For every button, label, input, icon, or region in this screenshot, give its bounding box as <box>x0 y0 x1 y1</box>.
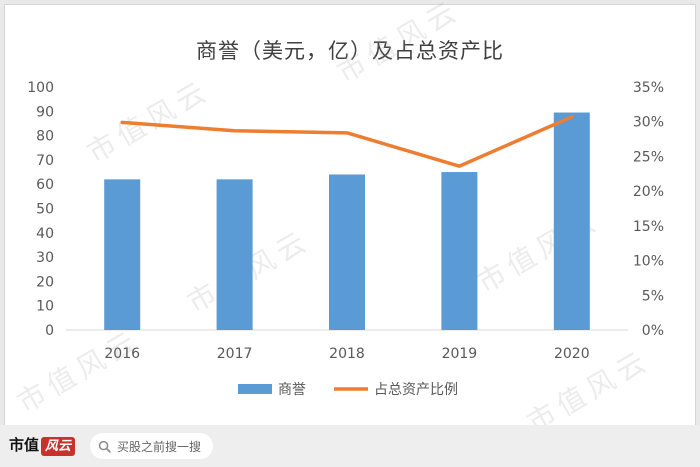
y-left-tick-label: 80 <box>36 129 54 145</box>
y-left-tick-label: 20 <box>36 274 54 290</box>
y-right-tick-label: 5% <box>642 288 664 304</box>
y-right-tick-label: 30% <box>633 115 664 131</box>
brand-mark: 风云 <box>41 437 76 456</box>
brand-text: 市值 <box>9 436 40 454</box>
x-tick-label: 2017 <box>217 346 253 362</box>
y-left-tick-label: 100 <box>27 80 54 96</box>
bar-goodwill <box>329 174 365 330</box>
y-left-tick-label: 30 <box>36 250 54 266</box>
x-tick-label: 2018 <box>329 346 365 362</box>
y-left-tick-label: 0 <box>45 323 54 339</box>
bar-goodwill <box>104 179 141 330</box>
chart-title: 商誉（美元，亿）及占总资产比 <box>196 39 504 63</box>
y-left-tick-label: 10 <box>36 299 54 315</box>
y-left-tick-label: 90 <box>36 104 54 120</box>
x-tick-label: 2019 <box>442 346 478 362</box>
legend-label-ratio: 占总资产比例 <box>374 382 458 398</box>
y-right-tick-label: 35% <box>633 80 664 96</box>
brand-logo: 市值 风云 <box>9 434 76 456</box>
y-left-tick-label: 70 <box>36 153 54 169</box>
footer-bar: 市值 风云 买股之前搜一搜 <box>0 425 700 467</box>
chart-plot: 0 10 20 30 40 50 60 70 80 90 100 0% 5% 10% 15% 20% 25% 30… <box>27 80 664 398</box>
y-left-tick-label: 60 <box>36 177 54 193</box>
bar-goodwill <box>441 172 478 330</box>
y-right-tick-label: 20% <box>633 184 664 200</box>
y-right-tick-label: 25% <box>633 149 664 165</box>
legend-label-goodwill: 商誉 <box>278 382 306 398</box>
line-asset-ratio <box>120 115 574 168</box>
x-tick-label: 2016 <box>104 346 140 362</box>
bar-goodwill <box>553 112 590 330</box>
y-right-tick-label: 0% <box>642 323 664 339</box>
x-tick-label: 2020 <box>554 346 590 362</box>
search-placeholder: 买股之前搜一搜 <box>117 439 202 454</box>
search-icon <box>98 440 111 453</box>
y-right-tick-label: 10% <box>633 254 664 270</box>
y-left-tick-label: 50 <box>36 202 54 218</box>
y-right-tick-label: 15% <box>633 219 664 235</box>
search-button[interactable]: 买股之前搜一搜 <box>90 433 214 459</box>
bar-goodwill <box>216 179 253 330</box>
legend-swatch-goodwill <box>238 384 272 394</box>
y-left-tick-label: 40 <box>36 226 54 242</box>
